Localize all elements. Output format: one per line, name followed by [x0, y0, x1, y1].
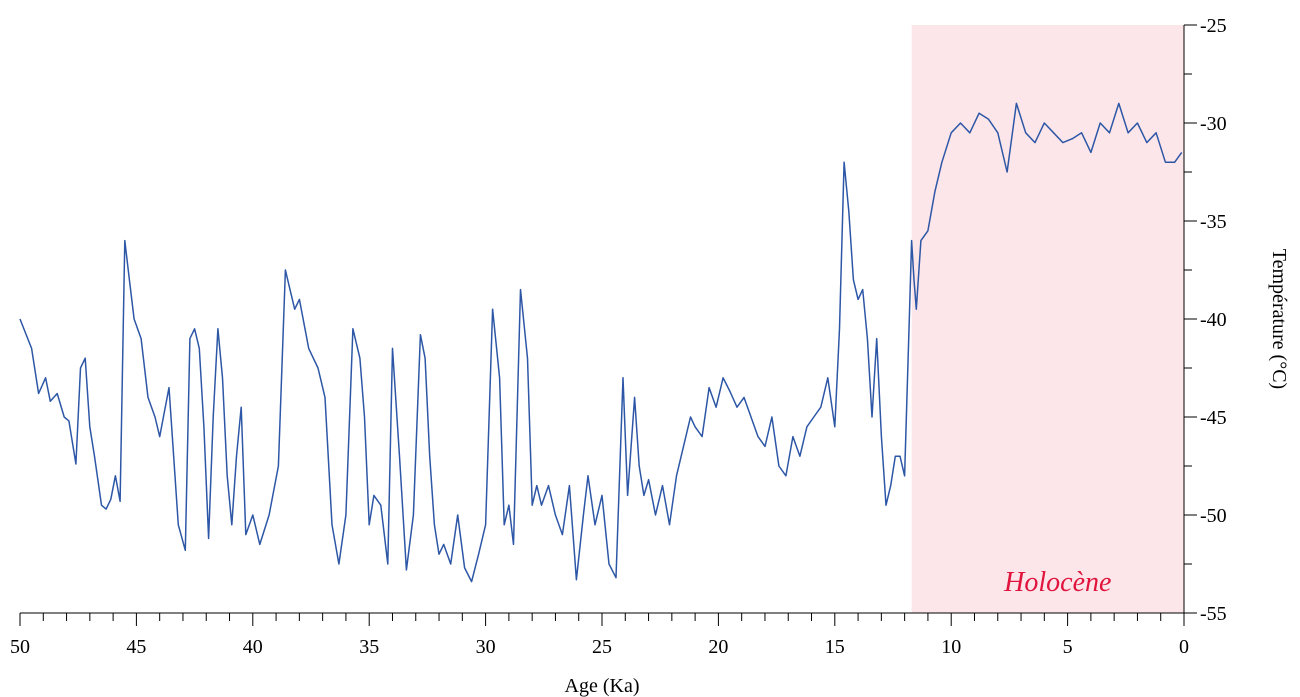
y-tick-label: -40 — [1200, 309, 1227, 331]
x-tick-label: 15 — [825, 636, 845, 658]
temperature-series-line — [19, 102, 1183, 583]
x-tick-label: 25 — [592, 636, 612, 658]
y-tick-label: -50 — [1200, 505, 1227, 527]
y-tick-label: -25 — [1200, 15, 1227, 37]
y-tick-label: -45 — [1200, 407, 1227, 429]
x-tick-label: 35 — [359, 636, 379, 658]
x-tick-label: 0 — [1179, 636, 1189, 658]
holocene-label: Holocène — [1003, 567, 1111, 598]
x-tick-label: 20 — [708, 636, 728, 658]
x-axis-title: Age (Ka) — [565, 675, 640, 697]
x-tick-label: 50 — [10, 636, 30, 658]
x-tick-label: 5 — [1063, 636, 1073, 658]
y-axis: -25 -30 -35 -40 -45 -50 -55 — [1183, 15, 1227, 625]
x-tick-label: 30 — [476, 636, 496, 658]
holocene-shading — [911, 25, 1184, 613]
y-tick-label: -55 — [1200, 603, 1227, 625]
x-tick-label: 40 — [243, 636, 263, 658]
x-tick-label: 10 — [941, 636, 961, 658]
y-axis-title: Température (°C) — [1268, 249, 1290, 389]
y-tick-label: -30 — [1200, 113, 1227, 135]
x-axis: 50 45 40 35 30 25 20 15 10 5 0 — [10, 612, 1189, 658]
y-tick-label: -35 — [1200, 211, 1227, 233]
x-tick-label: 45 — [126, 636, 146, 658]
